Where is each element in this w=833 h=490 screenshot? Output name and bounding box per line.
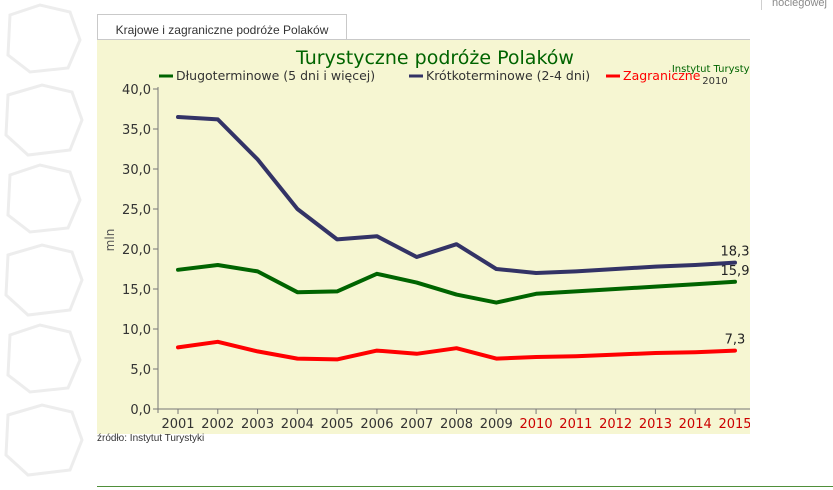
plot-background bbox=[97, 40, 750, 434]
y-tick-label: 35,0 bbox=[122, 123, 151, 138]
series-1-point bbox=[335, 237, 339, 241]
x-tick-label: 2006 bbox=[360, 417, 393, 432]
y-tick-label: 20,0 bbox=[122, 243, 151, 258]
y-tick-label: 30,0 bbox=[122, 163, 151, 178]
series-0-point bbox=[335, 289, 339, 293]
series-0-point bbox=[256, 269, 260, 273]
series-0-point bbox=[295, 290, 299, 294]
series-0-point bbox=[653, 285, 657, 289]
series-1-point bbox=[216, 117, 220, 121]
series-2-point bbox=[295, 357, 299, 361]
series-2-point bbox=[375, 349, 379, 353]
series-0-point bbox=[455, 293, 458, 297]
y-axis-label: mln bbox=[103, 229, 117, 252]
x-tick-label: 2009 bbox=[480, 417, 513, 432]
series-1-point bbox=[415, 255, 419, 259]
series-2-point bbox=[216, 340, 220, 344]
line-chart: Turystyczne podróże Polaków Instytut Tury… bbox=[97, 40, 758, 434]
series-0-point bbox=[176, 268, 180, 272]
series-1-point bbox=[614, 267, 618, 271]
series-0-end-label: 15,9 bbox=[721, 264, 750, 279]
series-1-point bbox=[295, 207, 299, 211]
legend-label-2: Zagraniczne bbox=[623, 68, 701, 83]
x-tick-label: 2001 bbox=[161, 417, 194, 432]
series-1-point bbox=[176, 115, 180, 119]
x-tick-label: 2012 bbox=[599, 417, 632, 432]
chart-panel: Turystyczne podróże Polaków Instytut Tury… bbox=[97, 39, 758, 434]
y-tick-label: 15,0 bbox=[122, 283, 151, 298]
series-1-end-label: 18,3 bbox=[721, 245, 750, 260]
x-tick-label: 2004 bbox=[281, 417, 314, 432]
y-tick-label: 5,0 bbox=[130, 363, 151, 378]
legend-label-0: Długoterminowe (5 dni i więcej) bbox=[176, 68, 375, 83]
series-2-point bbox=[256, 349, 260, 353]
series-1-point bbox=[574, 269, 578, 273]
series-0-point bbox=[574, 289, 578, 293]
series-2-point bbox=[733, 349, 737, 353]
series-2-point bbox=[574, 354, 578, 358]
y-tick-label: 40,0 bbox=[122, 83, 151, 98]
series-1-point bbox=[534, 271, 538, 275]
chart-annotation-line1: Instytut Turystyki bbox=[672, 64, 750, 75]
series-0-point bbox=[375, 272, 379, 276]
y-tick-label: 25,0 bbox=[122, 203, 151, 218]
x-tick-label: 2015 bbox=[718, 417, 750, 432]
series-2-point bbox=[335, 357, 339, 361]
series-2-end-label: 7,3 bbox=[725, 333, 746, 348]
y-tick-label: 0,0 bbox=[130, 403, 151, 418]
background-map-outlines bbox=[4, 3, 84, 477]
series-2-point bbox=[415, 352, 419, 356]
tab-krajowe-zagraniczne[interactable]: Krajowe i zagraniczne podróże Polaków bbox=[97, 14, 347, 40]
series-2-point bbox=[455, 346, 458, 350]
x-tick-label: 2007 bbox=[400, 417, 433, 432]
x-tick-label: 2014 bbox=[679, 417, 712, 432]
series-1-point bbox=[375, 234, 379, 238]
x-tick-label: 2011 bbox=[559, 417, 592, 432]
series-0-point bbox=[216, 263, 220, 267]
series-1-point bbox=[733, 261, 737, 265]
series-1-point bbox=[494, 267, 498, 271]
x-tick-label: 2008 bbox=[440, 417, 473, 432]
series-0-point bbox=[693, 282, 697, 286]
legend-label-1: Krótkoterminowe (2-4 dni) bbox=[426, 68, 590, 83]
chart-title: Turystyczne podróże Polaków bbox=[295, 47, 574, 69]
series-2-point bbox=[693, 350, 697, 354]
bottom-divider bbox=[97, 486, 833, 487]
y-tick-label: 10,0 bbox=[122, 323, 151, 338]
series-0-point bbox=[733, 280, 737, 284]
x-tick-label: 2003 bbox=[241, 417, 274, 432]
series-2-point bbox=[653, 351, 657, 355]
chart-annotation-line2: 2010 bbox=[702, 76, 727, 87]
x-tick-label: 2002 bbox=[201, 417, 234, 432]
series-0-point bbox=[494, 301, 498, 305]
series-2-point bbox=[534, 355, 538, 359]
series-1-point bbox=[653, 265, 657, 269]
series-0-point bbox=[614, 287, 618, 291]
series-2-point bbox=[614, 353, 618, 357]
series-0-point bbox=[534, 292, 538, 296]
series-1-point bbox=[256, 157, 260, 161]
x-tick-label: 2005 bbox=[321, 417, 354, 432]
source-note: źródło: Instytut Turystyki bbox=[97, 433, 205, 444]
series-2-point bbox=[494, 357, 498, 361]
series-1-point bbox=[693, 263, 697, 267]
x-tick-label: 2013 bbox=[639, 417, 672, 432]
series-1-point bbox=[455, 242, 458, 246]
series-0-point bbox=[415, 281, 419, 285]
top-right-link-text[interactable]: noclegowej bbox=[760, 0, 827, 10]
x-tick-label: 2010 bbox=[520, 417, 553, 432]
series-2-point bbox=[176, 345, 180, 349]
